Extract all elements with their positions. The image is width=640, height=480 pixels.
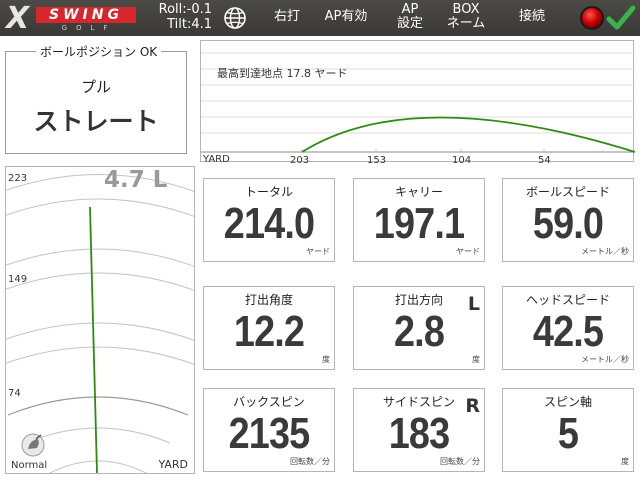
box-name-line2: ネーム [446, 16, 486, 31]
metric-unit: 回転数／分 [440, 457, 480, 466]
direction-indicator: L [467, 293, 480, 315]
connect-button[interactable]: 接続 [518, 9, 545, 24]
metric-label: キャリー [394, 185, 443, 199]
metric-value: 5 [557, 409, 579, 458]
metric-unit: 度 [621, 457, 629, 466]
metric-value: 59.0 [532, 199, 604, 248]
metric-value: 12.2 [233, 307, 305, 356]
metric-launch-direction: 打出方向 L 2.8 度 [353, 286, 485, 370]
metric-unit: ヤード [456, 247, 480, 256]
handedness-button[interactable]: 右打 [273, 9, 300, 24]
logo-golf: GOLF [61, 24, 117, 32]
metric-label: 打出方向 [394, 293, 443, 307]
ap-settings-line2: 設定 [396, 16, 423, 31]
metric-spin-axis: スピン軸 5 度 [502, 388, 634, 472]
dispersion-chart [6, 174, 194, 473]
metric-unit: 回転数／分 [290, 457, 330, 466]
ball-flight-path [301, 116, 635, 153]
box-name-button[interactable]: BOX ネーム [440, 3, 492, 31]
apex-readout: 最高到達地点 17.8 ヤード [217, 67, 348, 80]
metric-total: トータル 214.0 ヤード [203, 178, 335, 262]
trajectory-tick-203: 203 [290, 155, 309, 163]
trajectory-grid [201, 52, 635, 134]
shot-shape: ストレート [33, 107, 159, 136]
metric-unit: ヤード [306, 247, 330, 256]
ap-settings-line1: AP [401, 2, 419, 17]
metric-value: 42.5 [532, 307, 604, 356]
dispersion-tick-223: 223 [8, 173, 28, 184]
metric-sidespin: サイドスピン R 183 回転数／分 [353, 388, 485, 472]
top-bar: X SWING GOLF Roll:-0.1 Tilt:4.1 右打 AP有効 … [0, 0, 640, 36]
offline-readout: 4.7 L [104, 167, 168, 193]
ap-settings-button[interactable]: AP 設定 [390, 3, 430, 31]
metric-label: サイドスピン [382, 395, 455, 409]
club-mode-label: Normal [11, 460, 48, 471]
metric-unit: メートル／秒 [581, 247, 629, 256]
metric-value: 197.1 [373, 199, 465, 248]
trajectory-panel: YARD 203 153 104 54 最高到達地点 17.8 ヤード [200, 40, 635, 163]
box-name-line1: BOX [452, 2, 480, 17]
metric-unit: メートル／秒 [581, 355, 629, 364]
metric-label: バックスピン [233, 395, 305, 409]
metric-label: トータル [244, 185, 293, 199]
metric-label: 打出角度 [244, 293, 293, 307]
dispersion-panel: 4.7 L 223 149 74 Normal YARD [5, 166, 195, 474]
metric-unit: 度 [472, 355, 480, 364]
ap-enable-button[interactable]: AP有効 [324, 9, 368, 24]
metric-carry: キャリー 197.1 ヤード [353, 178, 485, 262]
xswing-logo: X SWING GOLF [6, 1, 136, 36]
tilt-readout: Tilt:4.1 [167, 17, 212, 32]
metric-head-speed: ヘッドスピード 42.5 メートル／秒 [502, 286, 634, 370]
ball-position-panel: ボールポジション OK プル ストレート [5, 43, 187, 154]
check-icon[interactable] [606, 4, 636, 32]
roll-readout: Roll:-0.1 [158, 2, 212, 17]
metric-value: 2135 [228, 409, 311, 458]
golf-club-icon[interactable] [20, 433, 46, 457]
metric-value: 214.0 [223, 199, 315, 248]
connection-status-indicator [580, 6, 604, 30]
trajectory-axis-label: YARD [202, 154, 230, 163]
dispersion-axis-label: YARD [158, 458, 188, 471]
shot-type: プル [80, 78, 111, 96]
metric-ball-speed: ボールスピード 59.0 メートル／秒 [502, 178, 634, 262]
metric-launch-angle: 打出角度 12.2 度 [203, 286, 335, 370]
metric-unit: 度 [322, 355, 330, 364]
metric-backspin: バックスピン 2135 回転数／分 [203, 388, 335, 472]
logo-x: X [6, 1, 30, 36]
shot-line [89, 206, 98, 473]
trajectory-chart: YARD 203 153 104 54 [201, 52, 635, 163]
metric-value: 183 [388, 409, 450, 458]
globe-icon[interactable] [222, 5, 248, 31]
ball-position-label: ボールポジション OK [36, 43, 162, 60]
dispersion-tick-74: 74 [8, 388, 21, 399]
trajectory-tick-54: 54 [538, 155, 551, 163]
trajectory-tick-104: 104 [452, 155, 471, 163]
dispersion-tick-149: 149 [8, 274, 28, 285]
metric-value: 2.8 [393, 307, 445, 356]
logo-swing: SWING [36, 7, 136, 23]
trajectory-tick-153: 153 [367, 155, 386, 163]
metric-label: ボールスピード [525, 185, 610, 199]
distance-arcs [6, 174, 194, 365]
direction-indicator: R [465, 395, 480, 417]
metric-label: ヘッドスピード [525, 293, 610, 307]
metric-label: スピン軸 [543, 395, 592, 409]
